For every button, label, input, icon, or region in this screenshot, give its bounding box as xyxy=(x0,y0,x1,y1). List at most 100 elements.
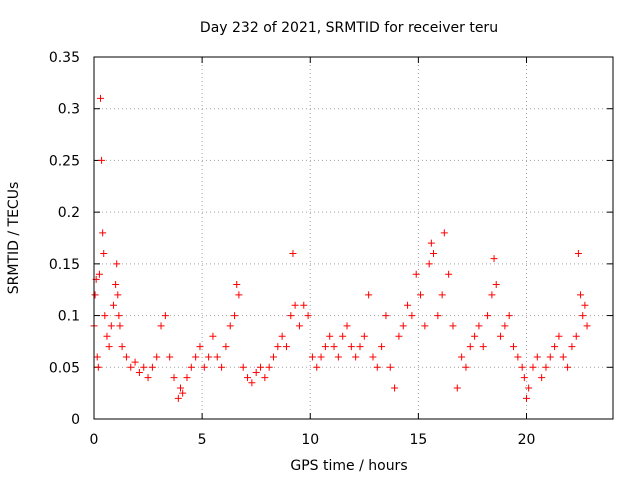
data-point xyxy=(313,363,321,371)
x-tick-label: 5 xyxy=(198,432,207,448)
data-point xyxy=(295,322,303,330)
data-point xyxy=(559,353,567,361)
data-point xyxy=(265,363,273,371)
data-point xyxy=(404,301,412,309)
data-point xyxy=(462,363,470,371)
data-point xyxy=(205,353,213,361)
data-point xyxy=(144,374,152,382)
data-point xyxy=(239,363,247,371)
data-point xyxy=(356,343,364,351)
x-tick-label: 15 xyxy=(409,432,427,448)
data-point xyxy=(95,270,103,278)
data-point xyxy=(369,353,377,361)
data-point xyxy=(373,363,381,371)
data-point xyxy=(93,353,101,361)
data-point xyxy=(113,260,121,268)
data-point xyxy=(391,384,399,392)
y-tick-label: 0.25 xyxy=(49,153,80,169)
data-point xyxy=(222,343,230,351)
data-point xyxy=(209,332,217,340)
data-point xyxy=(352,353,360,361)
data-point xyxy=(581,301,589,309)
data-point xyxy=(475,322,483,330)
gridlines xyxy=(94,57,613,419)
data-point xyxy=(417,291,425,299)
data-point xyxy=(430,250,438,258)
data-point xyxy=(546,353,554,361)
data-point xyxy=(334,353,342,361)
data-point xyxy=(177,384,184,392)
data-point xyxy=(153,353,161,361)
data-point xyxy=(330,343,338,351)
data-point xyxy=(148,363,156,371)
data-point xyxy=(109,301,117,309)
data-point xyxy=(471,332,479,340)
data-point xyxy=(287,312,295,320)
data-point xyxy=(427,239,435,247)
data-point xyxy=(174,394,182,402)
axis-ticks xyxy=(93,56,613,420)
data-point xyxy=(484,312,492,320)
data-point xyxy=(308,353,316,361)
data-point xyxy=(365,291,373,299)
data-point xyxy=(91,291,99,299)
data-point xyxy=(99,229,107,237)
x-tick-label: 10 xyxy=(301,432,319,448)
data-point xyxy=(200,363,208,371)
data-point xyxy=(112,281,120,289)
data-point xyxy=(382,312,390,320)
x-axis-label: GPS time / hours xyxy=(290,458,407,474)
data-point xyxy=(157,322,165,330)
data-point xyxy=(574,250,582,258)
data-point xyxy=(105,343,113,351)
data-point xyxy=(538,374,546,382)
data-point xyxy=(583,322,591,330)
data-point xyxy=(257,363,265,371)
data-point xyxy=(445,270,453,278)
data-point xyxy=(317,353,325,361)
y-tick-label: 0 xyxy=(71,412,80,428)
data-point xyxy=(466,343,474,351)
data-point xyxy=(505,312,513,320)
data-point xyxy=(326,332,334,340)
data-point xyxy=(577,291,585,299)
y-tick-label: 0.15 xyxy=(49,257,80,273)
data-point xyxy=(378,343,386,351)
data-point xyxy=(166,353,174,361)
data-point xyxy=(116,322,124,330)
data-point xyxy=(529,363,537,371)
data-point xyxy=(533,353,541,361)
data-point xyxy=(170,374,178,382)
data-point xyxy=(425,260,433,268)
data-point xyxy=(488,291,496,299)
data-point xyxy=(289,250,297,258)
data-point xyxy=(118,343,126,351)
data-point xyxy=(122,353,130,361)
data-point xyxy=(161,312,169,320)
data-point xyxy=(135,368,143,376)
data-point xyxy=(347,343,355,351)
data-point xyxy=(101,312,109,320)
data-point xyxy=(140,363,148,371)
data-point xyxy=(183,374,191,382)
data-point xyxy=(399,322,407,330)
x-tick-label: 0 xyxy=(90,432,99,448)
data-point xyxy=(501,322,509,330)
y-tick-label: 0.1 xyxy=(58,309,80,325)
data-point xyxy=(115,312,123,320)
data-point xyxy=(261,374,269,382)
data-point xyxy=(274,343,282,351)
data-point xyxy=(555,332,563,340)
data-point xyxy=(196,343,204,351)
chart-title: Day 232 of 2021, SRMTID for receiver ter… xyxy=(200,20,498,36)
data-point xyxy=(282,343,290,351)
data-points xyxy=(90,94,591,402)
data-point xyxy=(96,94,104,102)
data-point xyxy=(453,384,461,392)
data-point xyxy=(235,291,243,299)
data-point xyxy=(103,332,111,340)
data-point xyxy=(518,363,526,371)
data-point xyxy=(514,353,522,361)
data-point xyxy=(523,394,530,402)
data-point xyxy=(386,363,394,371)
